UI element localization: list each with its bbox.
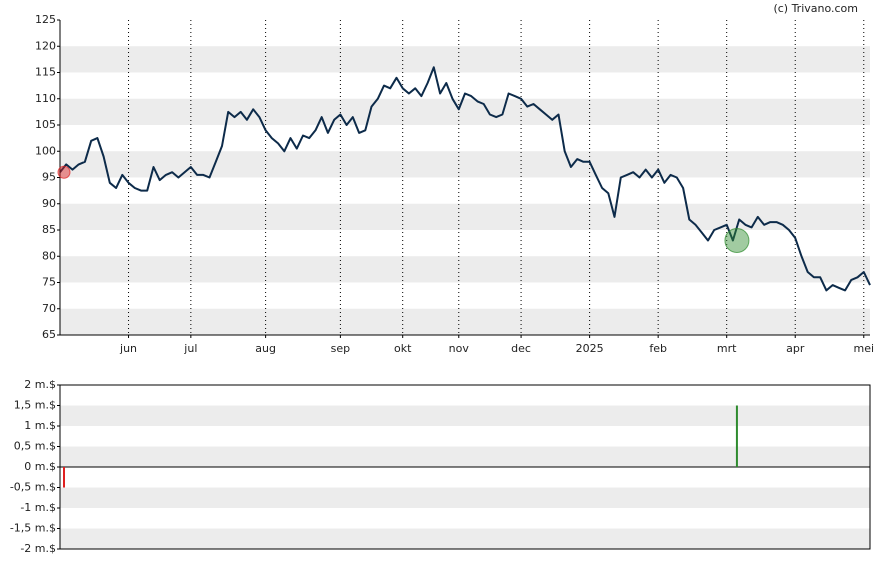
grid-band bbox=[60, 308, 870, 335]
y-tick-label: 65 bbox=[42, 328, 56, 341]
y-tick-label: 1,5 m.$ bbox=[14, 399, 56, 412]
trade-marker bbox=[57, 165, 71, 179]
x-tick-label: nov bbox=[449, 342, 470, 355]
y-tick-label: -2 m.$ bbox=[20, 542, 56, 555]
x-tick-label: jun bbox=[119, 342, 137, 355]
grid-band bbox=[60, 446, 870, 467]
grid-band bbox=[60, 487, 870, 508]
y-tick-label: 1 m.$ bbox=[24, 419, 56, 432]
grid-band bbox=[60, 203, 870, 230]
grid-band bbox=[60, 528, 870, 549]
y-tick-label: 75 bbox=[42, 276, 56, 289]
x-tick-label: feb bbox=[649, 342, 667, 355]
x-tick-label: aug bbox=[255, 342, 276, 355]
y-tick-label: 2 m.$ bbox=[24, 378, 56, 391]
y-tick-label: 95 bbox=[42, 171, 56, 184]
y-tick-label: 110 bbox=[35, 92, 56, 105]
x-tick-label: apr bbox=[786, 342, 805, 355]
y-tick-label: 70 bbox=[42, 302, 56, 315]
x-tick-label: mrt bbox=[717, 342, 737, 355]
x-tick-label: jul bbox=[183, 342, 197, 355]
grid-band bbox=[60, 256, 870, 283]
y-tick-label: -1 m.$ bbox=[20, 501, 56, 514]
x-tick-label: dec bbox=[511, 342, 531, 355]
y-tick-label: 0 m.$ bbox=[24, 460, 56, 473]
y-tick-label: 100 bbox=[35, 144, 56, 157]
trade-marker bbox=[724, 228, 750, 253]
y-tick-label: 120 bbox=[35, 39, 56, 52]
y-tick-label: 85 bbox=[42, 223, 56, 236]
price-line bbox=[59, 66, 871, 292]
y-tick-label: 115 bbox=[35, 66, 56, 79]
grid-band bbox=[60, 405, 870, 426]
y-tick-label: -0,5 m.$ bbox=[10, 481, 56, 494]
x-tick-label: 2025 bbox=[576, 342, 604, 355]
y-tick-label: 0,5 m.$ bbox=[14, 440, 56, 453]
x-tick-label: mei bbox=[853, 342, 874, 355]
y-tick-label: 80 bbox=[42, 249, 56, 262]
source: (c) Trivano.com bbox=[773, 2, 858, 15]
y-tick-label: -1,5 m.$ bbox=[10, 522, 56, 535]
x-tick-label: sep bbox=[331, 342, 350, 355]
grid-band bbox=[60, 98, 870, 125]
y-tick-label: 125 bbox=[35, 13, 56, 26]
y-tick-label: 90 bbox=[42, 197, 56, 210]
x-tick-label: okt bbox=[394, 342, 412, 355]
y-tick-label: 105 bbox=[35, 118, 56, 131]
grid-band bbox=[60, 46, 870, 73]
